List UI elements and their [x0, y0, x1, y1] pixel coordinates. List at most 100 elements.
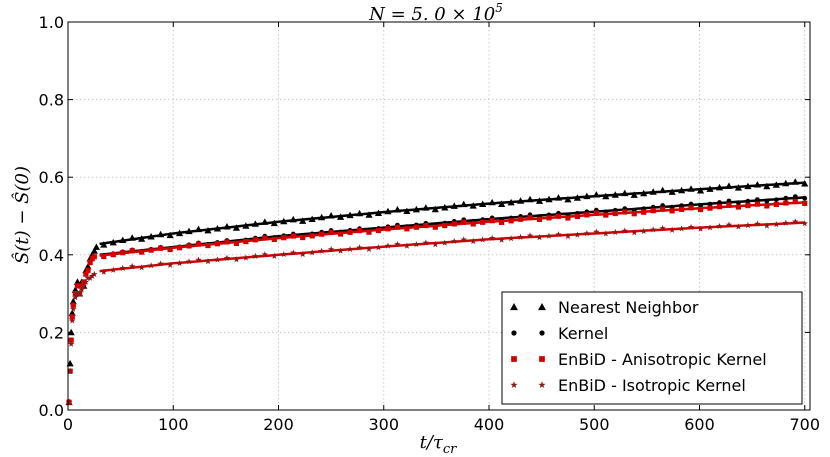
enbid-isotropic-kernel-point: [157, 260, 164, 267]
enbid-anisotropic-kernel-point: [214, 241, 221, 247]
enbid-isotropic-kernel-point: [261, 251, 269, 258]
nearest-neighbor-point: [677, 186, 686, 194]
nearest-neighbor-point: [403, 207, 411, 215]
enbid-anisotropic-kernel-point: [593, 210, 599, 216]
nearest-neighbor-point: [109, 238, 117, 246]
enbid-anisotropic-kernel-point: [735, 204, 742, 210]
enbid-isotropic-kernel-point: [763, 222, 771, 229]
nearest-neighbor-point: [441, 204, 449, 211]
enbid-isotropic-kernel-point: [526, 232, 534, 239]
enbid-anisotropic-kernel-point: [783, 200, 789, 206]
enbid-isotropic-kernel-point: [801, 220, 808, 227]
enbid-isotropic-kernel-point: [631, 229, 638, 236]
nearest-neighbor-point: [223, 222, 231, 230]
enbid-anisotropic-kernel-point: [309, 233, 315, 239]
enbid-isotropic-kernel-point: [365, 245, 373, 252]
enbid-isotropic-kernel-point: [138, 264, 145, 271]
legend-marker-enbid-anisotropic-kernel: [511, 356, 517, 362]
x-tick-label: 0: [63, 415, 73, 434]
nearest-neighbor-point: [90, 247, 98, 254]
enbid-anisotropic-kernel-point: [745, 202, 751, 209]
enbid-isotropic-kernel-point: [754, 220, 761, 227]
nearest-neighbor-point: [100, 241, 108, 248]
nearest-neighbor-point: [782, 179, 790, 187]
enbid-isotropic-kernel-point: [441, 239, 449, 246]
enbid-isotropic-kernel-point: [545, 232, 553, 239]
enbid-isotropic-kernel-point: [555, 231, 562, 238]
enbid-anisotropic-kernel-point: [423, 222, 429, 229]
enbid-anisotropic-kernel-point: [252, 237, 258, 243]
enbid-anisotropic-kernel-point: [631, 211, 637, 217]
enbid-anisotropic-kernel-point: [347, 229, 353, 235]
nearest-neighbor-point: [583, 192, 591, 200]
enbid-isotropic-kernel-point: [110, 266, 117, 273]
x-tick-label: 300: [368, 415, 399, 434]
kernel-point: [698, 203, 703, 209]
enbid-anisotropic-kernel-point: [574, 213, 581, 220]
x-tick-label: 400: [474, 415, 505, 434]
enbid-anisotropic-kernel-point: [69, 314, 75, 320]
enbid-anisotropic-kernel-point: [499, 219, 505, 225]
enbid-anisotropic-kernel-point: [74, 283, 81, 289]
enbid-isotropic-kernel-point: [706, 224, 714, 231]
enbid-anisotropic-kernel-point: [641, 209, 647, 215]
enbid-isotropic-kernel-point: [612, 228, 619, 236]
enbid-isotropic-kernel-point: [640, 227, 647, 234]
nearest-neighbor-point: [71, 286, 79, 293]
enbid-anisotropic-kernel-point: [167, 246, 173, 253]
nearest-neighbor-point: [526, 195, 534, 203]
legend-marker-kernel: [539, 330, 545, 336]
legend-marker-enbid-isotropic-kernel: [538, 381, 546, 389]
enbid-isotropic-kernel-point: [119, 264, 126, 271]
nearest-neighbor-point: [516, 197, 525, 204]
enbid-isotropic-kernel-point: [384, 242, 392, 249]
enbid-anisotropic-kernel-point: [517, 216, 524, 222]
enbid-isotropic-kernel-point: [214, 256, 221, 263]
enbid-isotropic-kernel-point: [678, 225, 685, 232]
nearest-neighbor-point: [791, 178, 799, 185]
enbid-anisotropic-kernel-point: [442, 222, 448, 229]
enbid-anisotropic-kernel-point: [85, 267, 91, 273]
legend-marker-kernel: [511, 330, 517, 336]
kernel-point: [745, 198, 751, 204]
enbid-isotropic-kernel-point: [536, 234, 543, 241]
enbid-anisotropic-kernel-point: [404, 226, 410, 232]
x-tick-label: 600: [684, 415, 715, 434]
enbid-anisotropic-kernel-point: [461, 219, 467, 225]
kernel-point: [688, 201, 694, 207]
enbid-anisotropic-kernel-point: [726, 202, 732, 208]
enbid-isotropic-kernel-point: [375, 244, 382, 251]
nearest-neighbor-point: [166, 231, 174, 239]
nearest-neighbor-point: [204, 226, 212, 234]
enbid-isotropic-kernel-point: [564, 232, 572, 240]
nearest-neighbor-point: [185, 227, 193, 235]
enbid-anisotropic-kernel-point: [669, 208, 675, 214]
nearest-neighbor-point: [138, 235, 146, 242]
enbid-isotropic-kernel-point: [68, 317, 76, 324]
enbid-isotropic-kernel-point: [128, 262, 136, 270]
nearest-neighbor-point: [498, 200, 506, 207]
nearest-neighbor-point: [592, 191, 600, 198]
enbid-isotropic-kernel-point: [583, 230, 591, 237]
enbid-isotropic-kernel-point: [621, 227, 628, 234]
enbid-anisotropic-kernel-point: [716, 204, 723, 210]
nearest-neighbor-point: [213, 224, 222, 232]
enbid-anisotropic-kernel-point: [603, 212, 609, 218]
nearest-neighbor-point: [668, 188, 676, 195]
nearest-neighbor-point: [611, 191, 619, 198]
enbid-anisotropic-kernel-point: [319, 231, 325, 237]
y-tick-label: 0.0: [39, 401, 64, 420]
kernel-point: [764, 198, 770, 204]
nearest-neighbor-point: [744, 182, 752, 190]
nearest-neighbor-point: [602, 192, 610, 200]
nearest-neighbor-point: [327, 211, 335, 219]
enbid-isotropic-kernel-point: [697, 225, 704, 232]
enbid-isotropic-kernel-point: [80, 282, 88, 289]
y-tick-label: 0.2: [39, 323, 64, 342]
enbid-anisotropic-kernel-point: [546, 215, 552, 221]
enbid-anisotropic-kernel-point: [527, 215, 533, 221]
enbid-anisotropic-kernel-point: [205, 242, 211, 249]
nearest-neighbor-point: [763, 182, 771, 190]
enbid-isotropic-kernel-point: [488, 234, 496, 241]
kernel-point: [754, 197, 760, 202]
